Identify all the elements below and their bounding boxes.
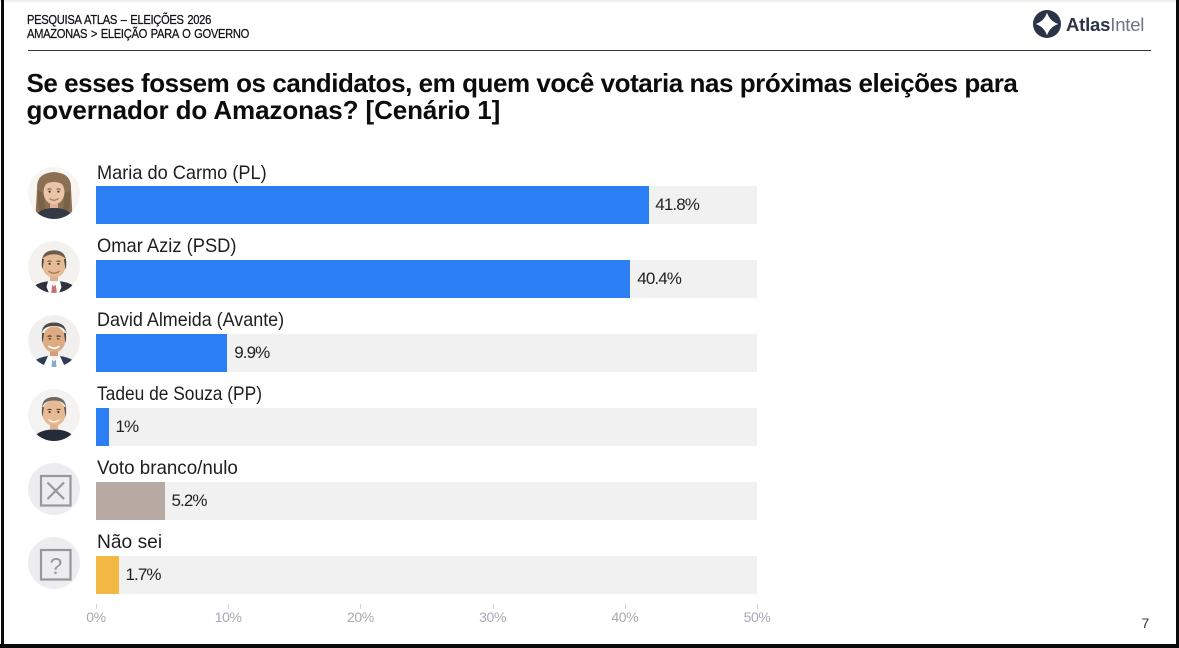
svg-text:?: ? <box>50 553 63 579</box>
